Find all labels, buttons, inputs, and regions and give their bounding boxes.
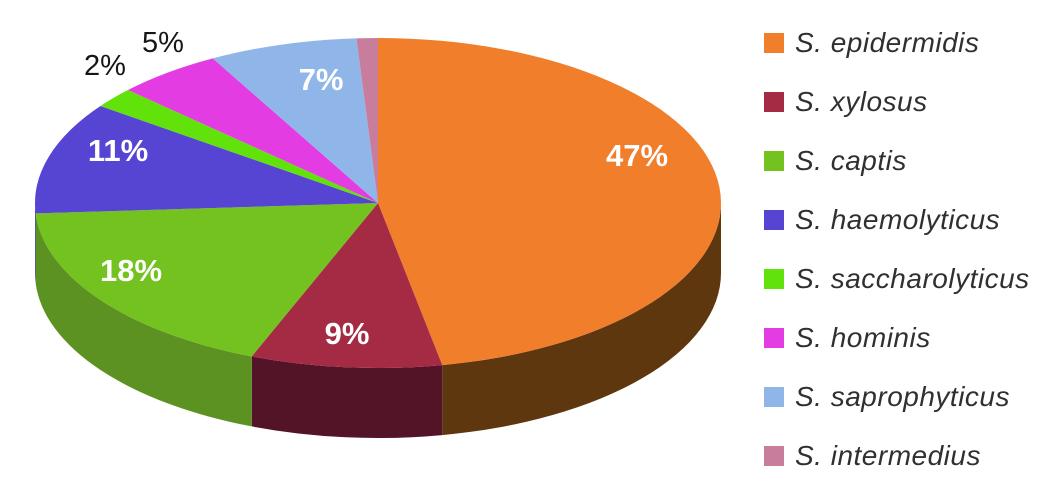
legend-label: S. hominis [795,322,931,353]
pie-percent-label: 11% [88,133,148,168]
pie-slice-saprophyticus [212,38,378,203]
legend-label: S. captis [795,145,907,176]
legend-item-saprophyticus: S. saprophyticus [764,381,1054,413]
legend-item-intermedius: S. intermedius [764,440,1054,472]
legend-swatch-intermedius [764,446,784,466]
pie-slice-hominis [127,58,378,204]
pie-slice-side-xylosus [251,356,443,438]
pie-slice-saccharolyticus [100,90,378,203]
legend-label: S. intermedius [795,440,981,471]
pie-slice-intermedius [356,38,378,203]
legend-swatch-hominis [764,328,784,348]
chart-legend: S. epidermidis S. xylosus S. captis S. haem… [764,0,1054,504]
legend-item-hominis: S. hominis [764,322,1054,354]
pie-slice-side-haemolyticus [35,203,36,284]
legend-swatch-epidermidis [764,33,784,53]
legend-label: S. saccharolyticus [795,263,1030,294]
legend-swatch-xylosus [764,92,784,112]
pie-slice-side-captis [35,213,252,427]
pie-percent-label: 9% [325,316,370,351]
pie-percent-label: 18% [100,253,162,288]
pie-percent-label: 47% [606,138,668,173]
legend-item-haemolyticus: S. haemolyticus [764,204,1054,236]
legend-item-epidermidis: S. epidermidis [764,27,1054,59]
legend-label: S. xylosus [795,86,928,117]
pie-slice-xylosus [251,203,443,368]
legend-label: S. saprophyticus [795,381,1010,412]
pie-percent-label: 7% [299,62,344,97]
legend-swatch-captis [764,151,784,171]
pie-percent-label: 2% [84,50,126,82]
pie-slice-captis [35,203,379,357]
legend-swatch-haemolyticus [764,210,784,230]
legend-swatch-saprophyticus [764,387,784,407]
legend-label: S. haemolyticus [795,204,1001,235]
pie-chart-3d: 47% 9% 18% 11% 7% 5% 2% [35,27,722,438]
pie-slice-haemolyticus [35,106,378,214]
legend-item-captis: S. captis [764,145,1054,177]
legend-label: S. epidermidis [795,27,980,58]
pie-percent-label: 5% [142,27,184,59]
pie-slice-epidermidis [378,38,721,366]
legend-swatch-saccharolyticus [764,269,784,289]
legend-item-xylosus: S. xylosus [764,86,1054,118]
legend-item-saccharolyticus: S. saccharolyticus [764,263,1054,295]
pie-slice-side-epidermidis [442,203,722,436]
